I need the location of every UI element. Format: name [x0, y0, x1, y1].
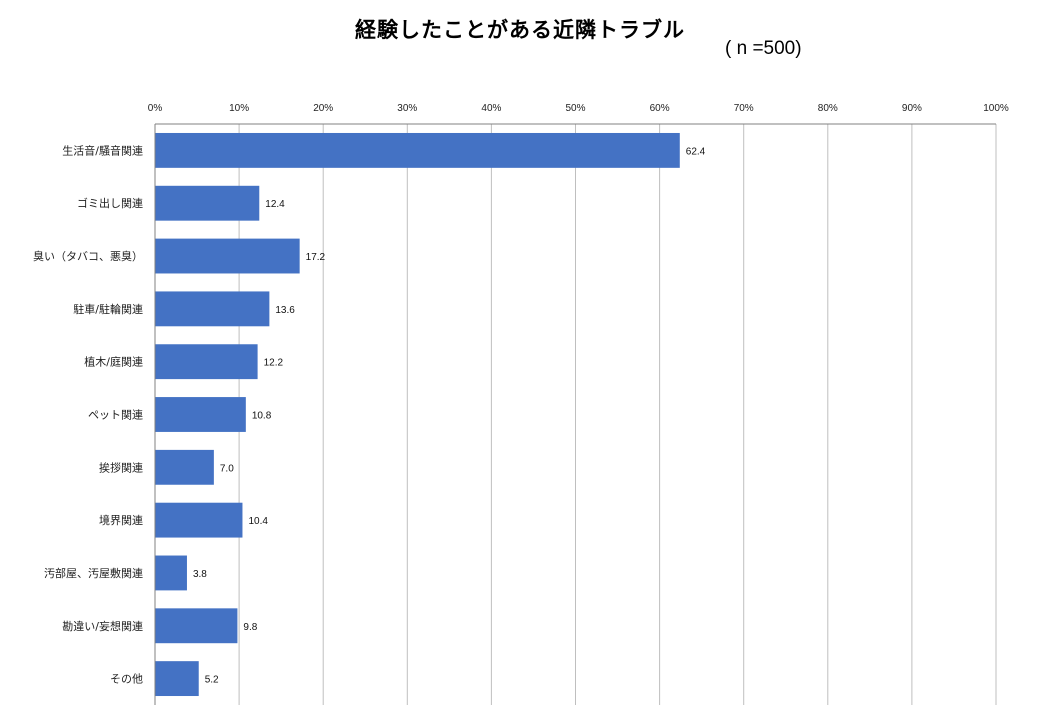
bar — [155, 661, 199, 697]
data-label: 5.2 — [205, 675, 219, 686]
data-label: 12.2 — [264, 358, 284, 369]
data-label: 9.8 — [243, 622, 257, 633]
category-label: 臭い（タバコ、悪臭） — [33, 249, 143, 263]
bars — [155, 132, 680, 697]
data-label: 10.8 — [252, 411, 272, 422]
category-label: 駐車/駐輪関連 — [73, 302, 143, 316]
bar — [155, 132, 680, 168]
category-label: 汚部屋、汚屋敷関連 — [44, 566, 143, 580]
x-tick-label: 40% — [481, 103, 501, 114]
data-label: 17.2 — [306, 252, 326, 263]
data-label: 12.4 — [265, 199, 285, 210]
x-axis-ticks: 0% 10% 20% 30% 40% 50% 60% 70% 80% 90% 100% — [148, 103, 1009, 114]
category-label: 生活音/騒音関連 — [62, 143, 143, 157]
bar — [155, 608, 238, 644]
bar — [155, 449, 214, 485]
bar — [155, 555, 187, 591]
x-tick-label: 0% — [148, 103, 163, 114]
gridlines — [154, 124, 997, 705]
data-label: 7.0 — [220, 463, 234, 474]
data-labels: 62.4 12.4 17.2 13.6 12.2 10.8 7.0 10.4 3.8 9.8 5.2 — [193, 146, 706, 685]
category-label: 境界関連 — [99, 513, 143, 527]
category-label: 挨拶関連 — [99, 460, 143, 474]
data-label: 13.6 — [275, 305, 295, 316]
bar — [155, 502, 243, 538]
category-label: 勘違い/妄想関連 — [62, 619, 143, 633]
x-tick-label: 100% — [983, 103, 1009, 114]
x-tick-label: 30% — [397, 103, 417, 114]
data-label: 10.4 — [248, 516, 268, 527]
chart-title: 経験したことがある近隣トラブル — [355, 18, 685, 42]
x-tick-label: 50% — [565, 103, 585, 114]
x-tick-label: 10% — [229, 103, 249, 114]
bar — [155, 291, 270, 327]
x-tick-label: 60% — [650, 103, 670, 114]
bar — [155, 397, 246, 432]
data-label: 3.8 — [193, 569, 207, 580]
category-label: その他 — [110, 673, 143, 686]
bar — [155, 238, 300, 274]
x-tick-label: 80% — [818, 103, 838, 114]
chart-subtitle: ( n =500) — [725, 38, 802, 59]
x-tick-label: 90% — [902, 103, 922, 114]
category-label: ゴミ出し関連 — [77, 196, 143, 210]
x-tick-label: 70% — [734, 103, 754, 114]
bar — [155, 185, 260, 221]
x-tick-label: 20% — [313, 103, 333, 114]
data-label: 62.4 — [686, 146, 706, 157]
axes — [154, 123, 996, 705]
bar — [155, 344, 258, 380]
category-label: ペット関連 — [88, 408, 143, 422]
category-label: 植木/庭関連 — [84, 355, 143, 369]
